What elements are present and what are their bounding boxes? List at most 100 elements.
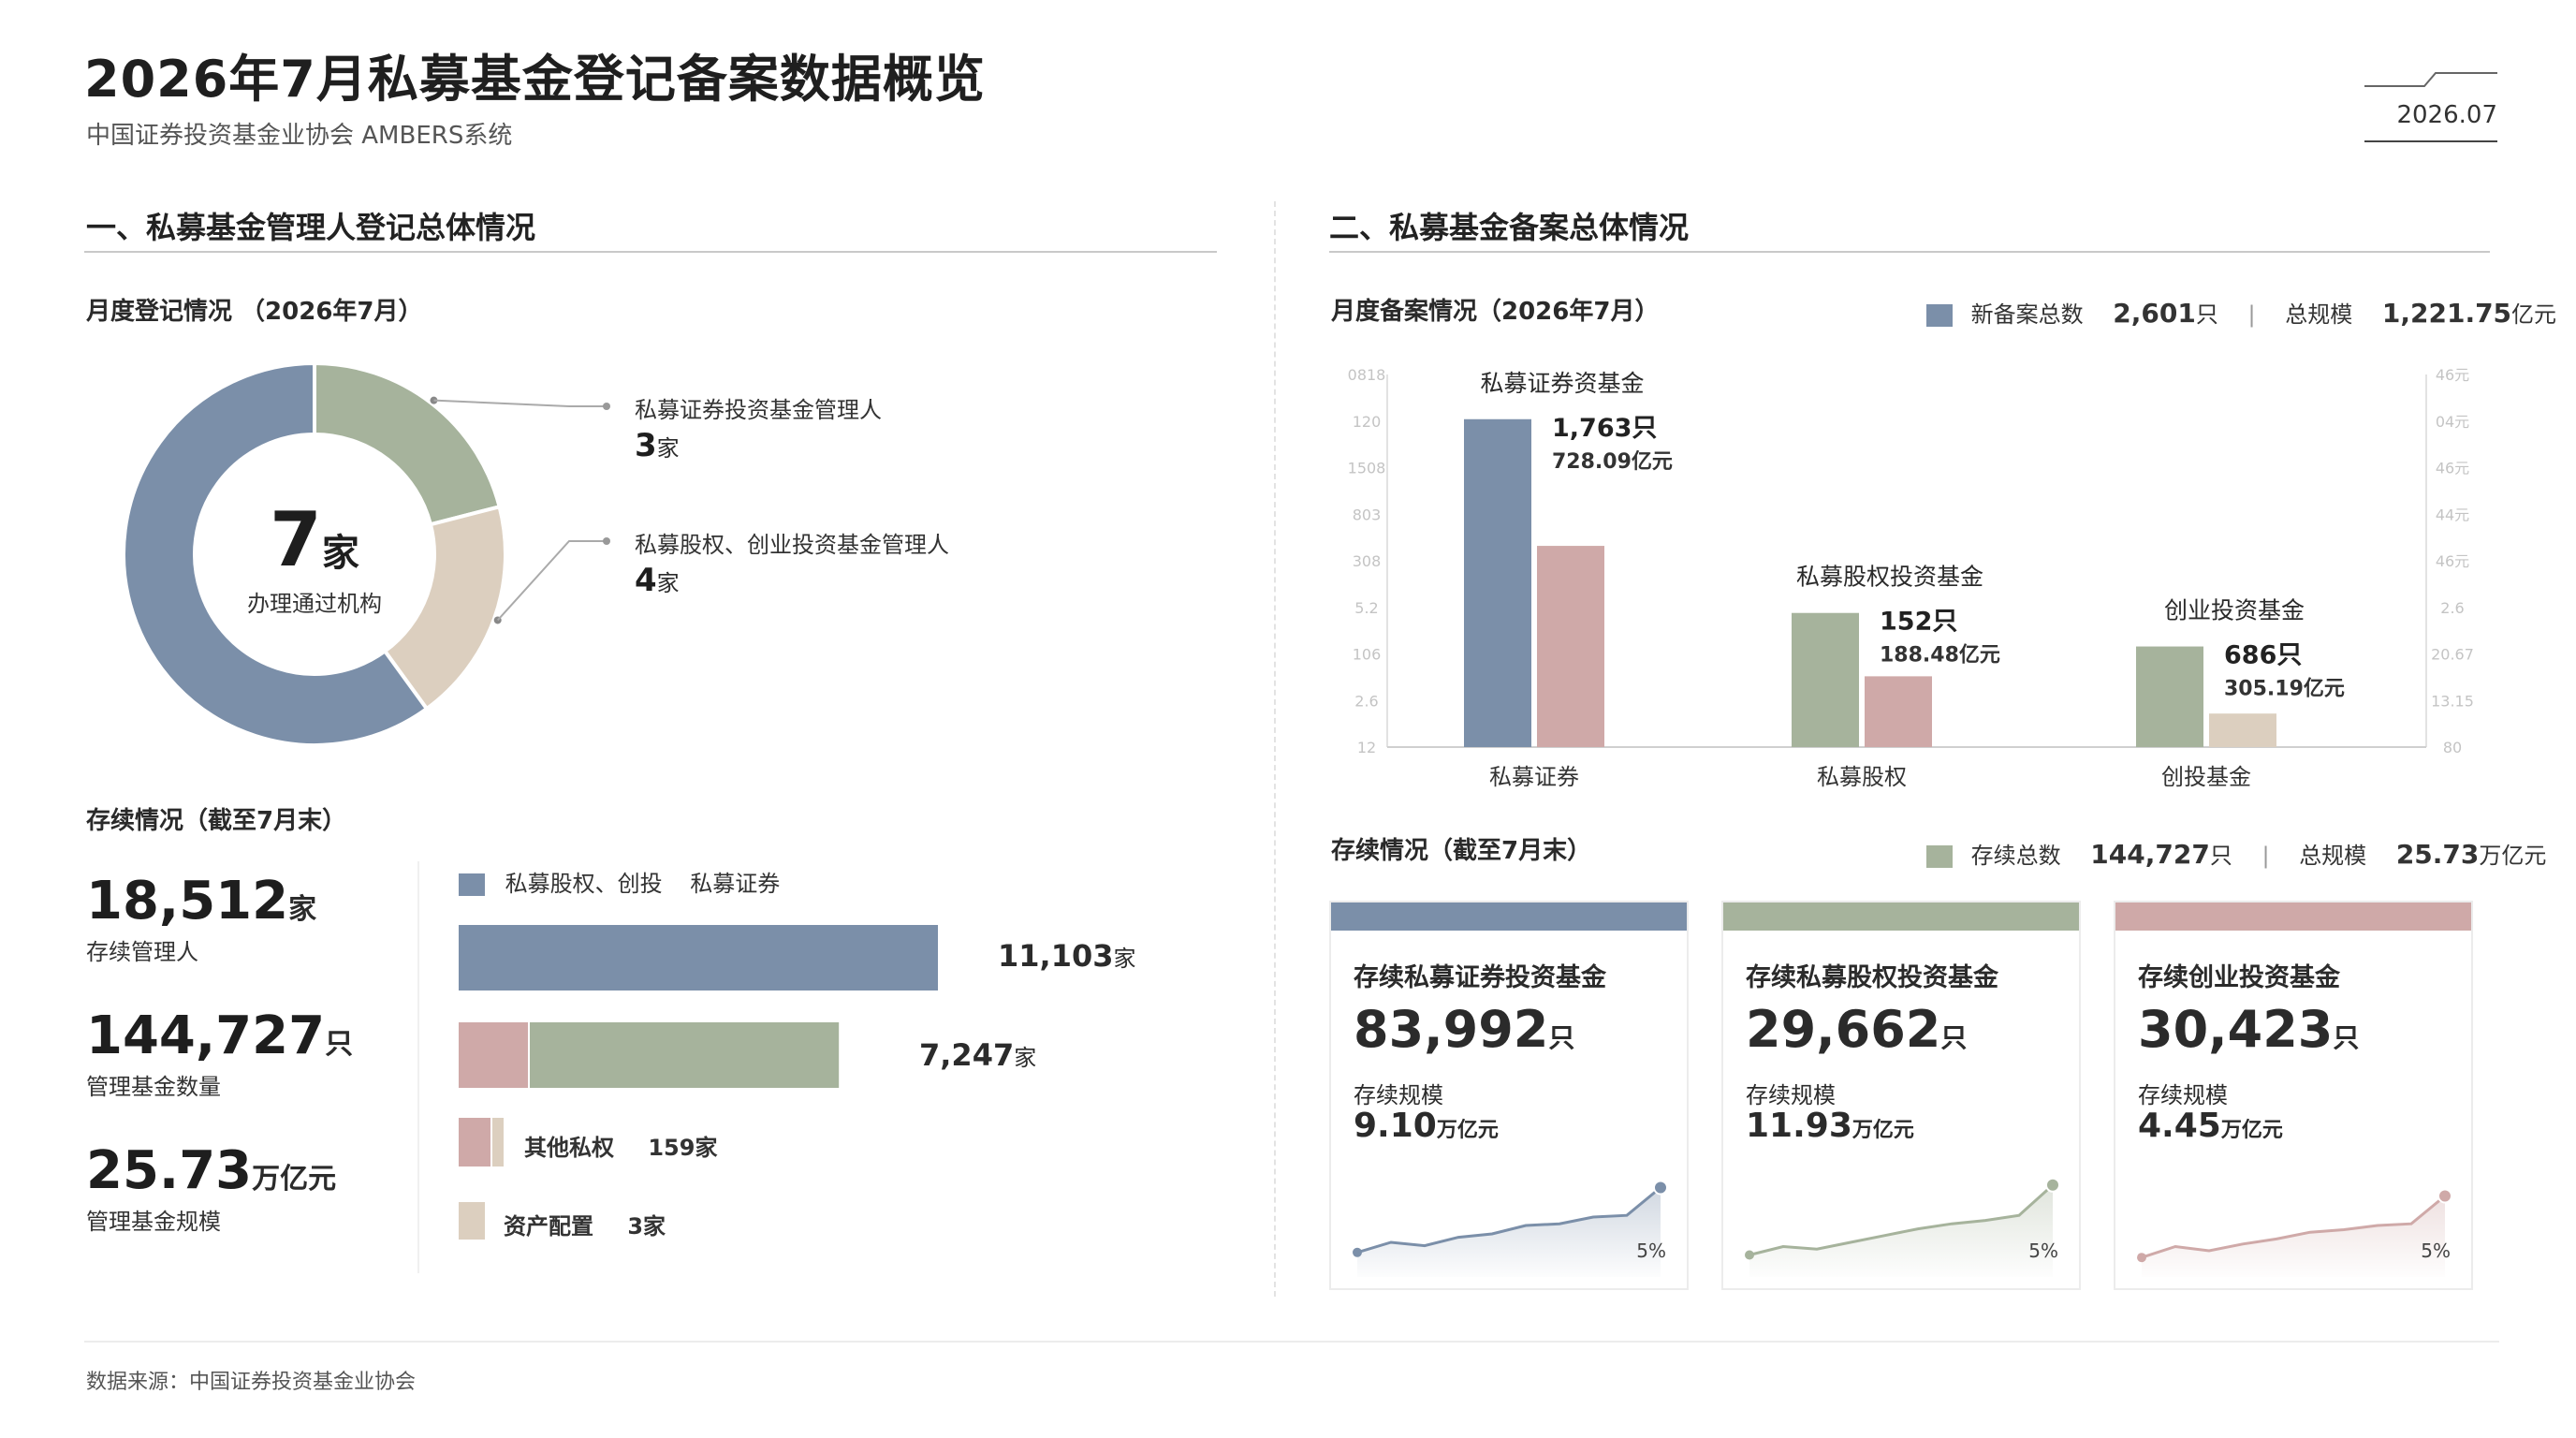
data-label-scale: 188.48亿元	[1880, 644, 2000, 668]
y-tick-right: 46元	[2436, 366, 2469, 384]
stock-card: 存续私募股权投资基金 29,662只 存续规模 11.93万亿元 5%	[1721, 901, 2081, 1290]
filing-total-unit: 亿元	[2511, 301, 2557, 328]
filing-legend: 新备案总数 2,601只 | 总规模 1,221.75亿元	[1926, 296, 2556, 329]
card-count-unit: 只	[2333, 1022, 2360, 1053]
stat-scale: 25.73万亿元 管理基金规模	[86, 1140, 336, 1236]
card-scale: 9.10万亿元	[1354, 1107, 1499, 1145]
stat-managers: 18,512家 存续管理人	[86, 871, 316, 966]
bar-scale	[1865, 676, 1932, 747]
section2-title: 二、私募基金备案总体情况	[1329, 210, 1690, 245]
stock-legend-separator: |	[2261, 843, 2270, 869]
trend-end-dot	[2045, 1177, 2060, 1193]
hbar3-text: 其他私权 159家	[524, 1129, 717, 1162]
hbar3-value: 159家	[648, 1135, 718, 1161]
leader-end-dot	[603, 403, 610, 410]
trend-line	[1356, 1186, 1661, 1255]
stat-funds: 144,727只 管理基金数量	[86, 1005, 353, 1101]
callout1: 3家	[635, 427, 680, 464]
card-scale-unit: 万亿元	[1852, 1119, 1914, 1142]
y-tick-right: 46元	[2436, 552, 2469, 570]
card-color-bar	[2115, 902, 2471, 931]
callout2-label: 私募股权、创业投资基金管理人	[635, 532, 949, 558]
data-source: 数据来源：中国证券投资基金业协会	[86, 1371, 417, 1394]
card-scale-value: 9.10	[1354, 1107, 1437, 1145]
stock-total-unit: 万亿元	[2479, 843, 2547, 869]
card-pct: 5%	[1636, 1240, 1666, 1262]
donut-center-unit: 家	[321, 532, 359, 575]
stat-scale-caption: 管理基金规模	[86, 1209, 221, 1235]
hbar1-unit: 家	[1113, 946, 1136, 972]
bar-count	[2136, 646, 2203, 747]
y-tick-left: 2.6	[1354, 692, 1378, 710]
data-label-count: 686只	[2224, 641, 2302, 670]
section-divider	[1274, 201, 1276, 1297]
card-count-value: 29,662	[1746, 1000, 1941, 1059]
card-count: 29,662只	[1746, 1000, 1967, 1059]
card-scale-value: 11.93	[1746, 1107, 1852, 1145]
card-count: 30,423只	[2138, 1000, 2359, 1059]
stock-legend-label: 存续总数	[1970, 843, 2061, 869]
hbar2-unit: 家	[1014, 1045, 1037, 1071]
y-tick-left: 803	[1353, 506, 1382, 523]
y-tick-left: 12	[1357, 739, 1376, 756]
stock-total-value: 25.73	[2395, 839, 2480, 870]
trend-line	[1749, 1183, 2055, 1256]
group-title: 私募证券资基金	[1480, 370, 1644, 397]
trend-area	[1749, 1184, 2053, 1277]
page-title: 2026年7月私募基金登记备案数据概览	[84, 50, 986, 109]
bar-count	[1464, 418, 1531, 747]
hbar-legend: 私募股权、创投 私募证券	[459, 865, 780, 898]
x-tick-label: 私募证券	[1489, 764, 1579, 790]
card-title: 存续私募股权投资基金	[1746, 963, 1998, 992]
trend-area	[1357, 1187, 1661, 1277]
hbar-asset-allocation	[459, 1202, 485, 1240]
leader-end-dot	[603, 537, 610, 545]
callout1-label: 私募证券投资基金管理人	[635, 397, 882, 423]
bar-scale	[1537, 546, 1604, 747]
data-label-count: 1,763只	[1552, 414, 1657, 443]
trend-end-dot	[2437, 1188, 2452, 1204]
y-tick-left: 1508	[1348, 460, 1386, 477]
donut-slice	[313, 360, 503, 527]
card-color-bar	[1723, 902, 2079, 931]
hbar-securities	[459, 925, 938, 990]
card-scale: 4.45万亿元	[2138, 1107, 2283, 1145]
hbar-chart	[459, 925, 938, 1240]
filing-legend-value: 2,601	[2113, 298, 2196, 329]
card-count: 83,992只	[1354, 1000, 1574, 1059]
stock-legend-swatch	[1926, 845, 1953, 868]
page-subtitle: 中国证券投资基金业协会 AMBERS系统	[86, 122, 513, 150]
stat-managers-unit: 家	[288, 893, 317, 926]
hbar-equity-segment-a	[459, 1022, 528, 1088]
card-scale-unit: 万亿元	[2220, 1119, 2283, 1142]
hbar4-text: 资产配置 3家	[504, 1208, 666, 1240]
callout2-value: 4	[635, 562, 657, 599]
card-count-value: 83,992	[1354, 1000, 1549, 1059]
stock-legend: 存续总数 144,727只 | 总规模 25.73万亿元	[1926, 837, 2546, 870]
y-tick-left: 120	[1353, 413, 1382, 431]
card-trend-chart	[2137, 1188, 2452, 1277]
hbar-equity-segment-b	[530, 1022, 840, 1088]
y-tick-right: 13.15	[2431, 692, 2474, 710]
trend-line	[2141, 1195, 2446, 1259]
hbar-other-b	[492, 1118, 504, 1167]
leader-line	[496, 540, 607, 622]
group-title: 创业投资基金	[2164, 597, 2305, 624]
filing-bar-chart: 12 2.6 106 5.2 308 803 1508 120 0818 80 13.15 20.67…	[1348, 366, 2474, 790]
hbar1-label: 11,103家	[998, 938, 1135, 974]
report-date: 2026.07	[2364, 90, 2497, 142]
card-pct: 5%	[2028, 1240, 2058, 1262]
trend-end-dot	[1653, 1180, 1668, 1196]
y-tick-left: 0818	[1348, 366, 1386, 384]
trend-start-dot	[1353, 1247, 1362, 1257]
data-label-count: 152只	[1880, 608, 1957, 637]
callout1-value: 3	[635, 427, 657, 464]
stat-managers-value: 18,512	[86, 871, 289, 932]
stock-card: 存续私募证券投资基金 83,992只 存续规模 9.10万亿元 5%	[1329, 901, 1689, 1290]
date-decoration	[2364, 72, 2497, 87]
trend-start-dot	[2137, 1253, 2146, 1263]
stock-card: 存续创业投资基金 30,423只 存续规模 4.45万亿元 5%	[2114, 901, 2473, 1290]
monthly-registration-label: 月度登记情况 （2026年7月）	[86, 298, 423, 326]
filing-legend-swatch	[1926, 304, 1953, 327]
hbar2-label: 7,247家	[919, 1037, 1036, 1073]
